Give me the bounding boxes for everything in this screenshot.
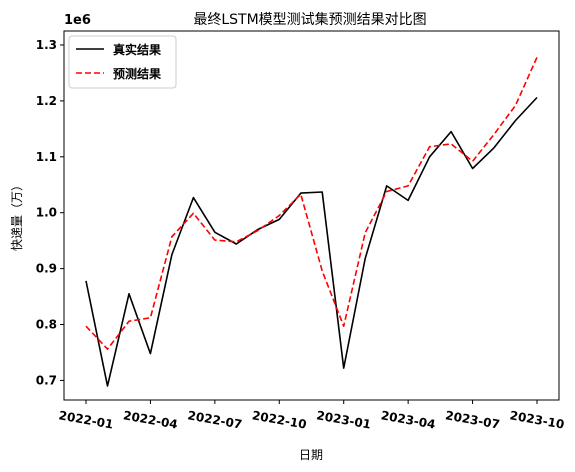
x-tick-label: 2023-01 [315,408,372,431]
x-tick-label: 2022-07 [187,408,244,431]
x-axis-label: 日期 [299,448,323,462]
y-tick-label: 1.2 [36,94,57,108]
series-lines [85,56,538,387]
y-tick-label: 1.1 [36,150,57,164]
legend: 真实结果 预测结果 [68,35,177,89]
x-tick-label: 2022-04 [122,408,179,431]
x-tick-label: 2023-04 [380,408,437,431]
x-tick-label: 2023-07 [444,408,501,431]
x-tick-label: 2022-01 [58,408,115,431]
y-tick-label: 1.0 [36,206,57,220]
x-tick-label: 2022-10 [251,408,308,431]
series-line-predicted [85,56,538,350]
series-line-actual [85,96,538,387]
plot-frame [63,30,560,401]
y-tick-label: 0.9 [36,262,57,276]
y-tick-label: 0.8 [36,318,57,332]
axis-ticks: 0.7 0.8 0.9 1.0 1.1 1.2 1.3 2022-01 2022-04 2022-… [36,38,566,432]
legend-label-predicted: 预测结果 [113,66,161,81]
y-axis-label: 快递量（万） [10,179,24,251]
y-tick-label: 0.7 [36,373,57,387]
legend-label-actual: 真实结果 [113,42,161,57]
x-tick-label: 2023-10 [509,408,566,431]
y-tick-label: 1.3 [36,38,57,52]
chart-title: 最终LSTM模型测试集预测结果对比图 [193,11,426,28]
y-offset-text: 1e6 [64,13,91,28]
